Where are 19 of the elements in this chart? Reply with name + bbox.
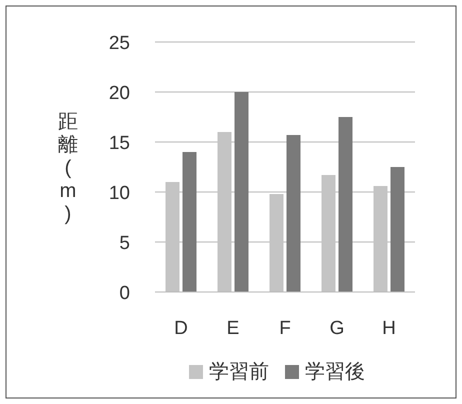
y-tick-label: 0 (119, 283, 130, 304)
bar (234, 92, 248, 292)
x-tick-label: E (226, 318, 240, 339)
x-tick-label: G (330, 318, 344, 339)
y-tick-label: 5 (119, 233, 130, 254)
x-tick-label: F (279, 318, 291, 339)
y-tick-label: 15 (108, 133, 130, 154)
x-tick-label: D (174, 318, 188, 339)
bar (286, 135, 300, 292)
y-tick-label: 20 (108, 83, 130, 104)
legend-label: 学習前 (209, 361, 269, 383)
bar (338, 117, 352, 292)
bar (390, 167, 404, 292)
y-tick-label: 10 (108, 183, 130, 204)
y-axis-title: 距離(m) (58, 111, 78, 225)
y-tick-label: 25 (108, 33, 130, 54)
legend-label: 学習後 (305, 361, 365, 383)
bar (182, 152, 196, 292)
x-tick-label: H (382, 318, 396, 339)
